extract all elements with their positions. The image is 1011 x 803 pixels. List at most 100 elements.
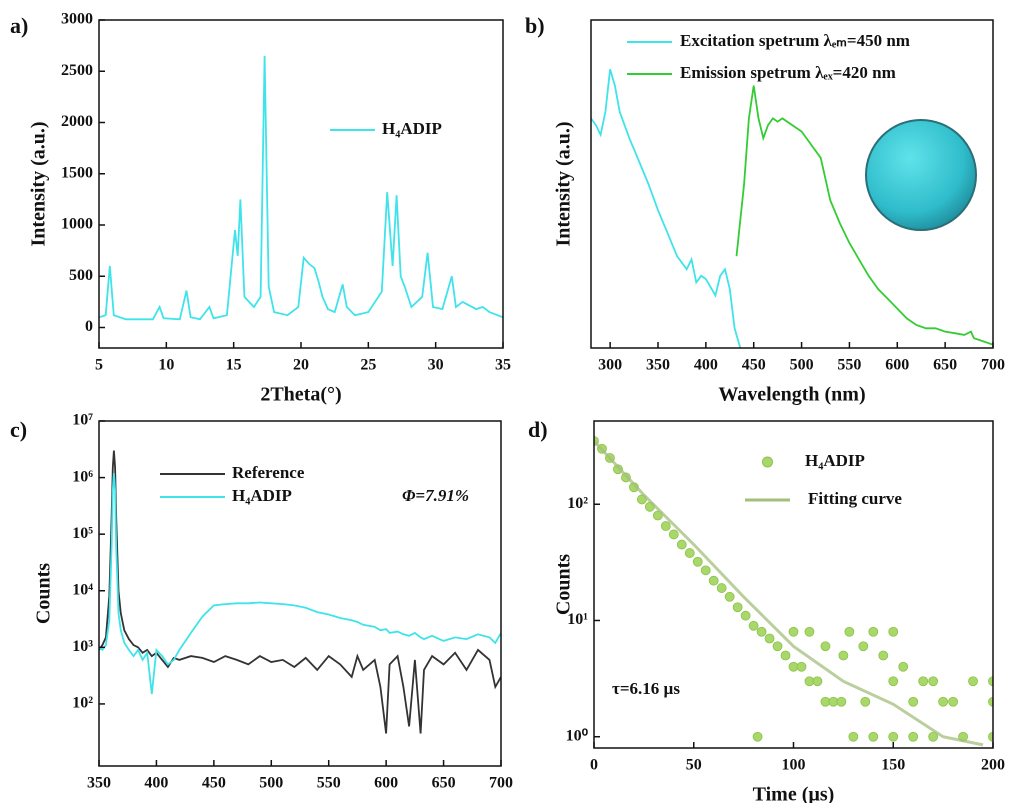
x-tick-label: 650	[933, 357, 957, 374]
legend-label: Emission spetrum λₑₓ=420 nm	[680, 63, 896, 82]
y-tick-label: 10³	[72, 638, 93, 655]
y-tick-label: 10⁴	[72, 581, 93, 598]
y-tick-label: 10⁷	[72, 412, 93, 429]
scatter-point	[676, 539, 687, 550]
scatter-point	[716, 583, 727, 593]
x-tick-label: 650	[432, 775, 456, 792]
legend-label: H₄ADIP	[382, 119, 442, 138]
series-line	[99, 473, 501, 695]
x-tick-label: 600	[885, 357, 909, 374]
x-tick-label: 25	[360, 357, 376, 374]
x-tick-label: 400	[694, 357, 718, 374]
x-tick-label: 300	[598, 357, 622, 374]
scatter-point	[804, 626, 815, 637]
x-tick-label: 600	[374, 775, 398, 792]
scatter-point	[692, 556, 703, 567]
x-tick-label: 550	[317, 775, 341, 792]
scatter-point	[908, 696, 919, 707]
scatter-point	[836, 696, 847, 707]
x-tick-label: 400	[144, 775, 168, 792]
series-line	[99, 55, 503, 321]
x-tick-label: 450	[742, 357, 766, 374]
scatter-point	[868, 626, 879, 637]
x-tick-label: 10	[158, 357, 174, 374]
x-axis-label: Wavelength (nm)	[718, 384, 865, 406]
x-tick-label: 100	[782, 757, 806, 774]
y-axis-label: Intensity (a.u.)	[553, 121, 575, 246]
y-tick-label: 1500	[61, 164, 93, 181]
x-tick-label: 30	[428, 357, 444, 374]
scatter-point	[684, 548, 695, 558]
y-axis-label: Intensity (a.u.)	[28, 121, 50, 246]
scatter-point	[968, 676, 978, 687]
scatter-point	[918, 676, 929, 687]
x-axis-label: Wavelength (nm)	[226, 802, 373, 803]
scatter-point	[988, 731, 993, 742]
legend-label: Reference	[232, 463, 305, 482]
scatter-point	[788, 626, 799, 637]
plot-area	[591, 68, 993, 348]
annotation: τ=6.16 µs	[612, 679, 680, 698]
x-tick-label: 0	[590, 757, 598, 774]
legend-label: Excitation spetrum λₑₘ=450 nm	[680, 31, 910, 50]
y-axis-label: Counts	[33, 563, 55, 624]
x-tick-label: 200	[981, 757, 1005, 774]
scatter-point	[708, 575, 719, 586]
panel-label: b)	[525, 13, 545, 38]
y-tick-label: 1000	[61, 216, 93, 233]
scatter-point	[898, 661, 909, 672]
scatter-point	[764, 633, 775, 644]
scatter-point	[838, 650, 849, 661]
scatter-point	[652, 510, 663, 521]
legend-label: Fitting curve	[808, 489, 902, 508]
x-axis-label: Time (µs)	[753, 784, 835, 803]
scatter-point	[928, 676, 939, 687]
scatter-point	[948, 696, 958, 707]
sample-photo	[865, 119, 977, 231]
scatter-point	[724, 591, 735, 602]
scatter-point	[740, 610, 751, 621]
x-axis-label: 2Theta(°)	[260, 384, 341, 406]
scatter-point	[938, 696, 949, 707]
x-tick-label: 150	[881, 757, 905, 774]
x-tick-label: 700	[489, 775, 513, 792]
scatter-point	[820, 641, 831, 652]
scatter-point	[668, 529, 679, 540]
scatter-point	[888, 731, 899, 742]
series-line	[99, 450, 501, 734]
plot-area	[594, 436, 993, 747]
panel-label: d)	[528, 417, 548, 442]
legend-label: H₄ADIP	[805, 451, 865, 470]
y-tick-label: 2500	[61, 62, 93, 79]
axes-frame	[593, 420, 994, 749]
scatter-point	[756, 626, 767, 637]
plot-area	[99, 55, 503, 321]
panel-label: c)	[10, 417, 27, 442]
scatter-point	[988, 676, 993, 687]
panel-label: a)	[10, 13, 28, 38]
x-tick-label: 350	[646, 357, 670, 374]
scatter-point	[888, 626, 899, 637]
axes-frame	[98, 19, 504, 349]
y-tick-label: 10²	[567, 495, 588, 512]
y-axis-label: Counts	[553, 554, 575, 615]
scatter-point	[748, 620, 759, 631]
scatter-point	[878, 650, 889, 661]
scatter-point	[888, 676, 899, 687]
scatter-point	[780, 650, 791, 661]
scatter-point	[660, 521, 671, 531]
scatter-point	[812, 676, 823, 687]
scatter-point	[732, 602, 743, 613]
series-line	[591, 68, 742, 348]
x-tick-label: 35	[495, 357, 511, 374]
y-tick-label: 3000	[61, 11, 93, 28]
legend-swatch	[762, 456, 773, 468]
annotation: Φ=7.91%	[402, 486, 469, 505]
x-tick-label: 350	[87, 775, 111, 792]
y-tick-label: 0	[85, 318, 93, 335]
y-tick-label: 2000	[61, 113, 93, 130]
x-tick-label: 20	[293, 357, 309, 374]
scatter-point	[796, 661, 807, 672]
y-tick-label: 10⁰	[566, 727, 589, 744]
